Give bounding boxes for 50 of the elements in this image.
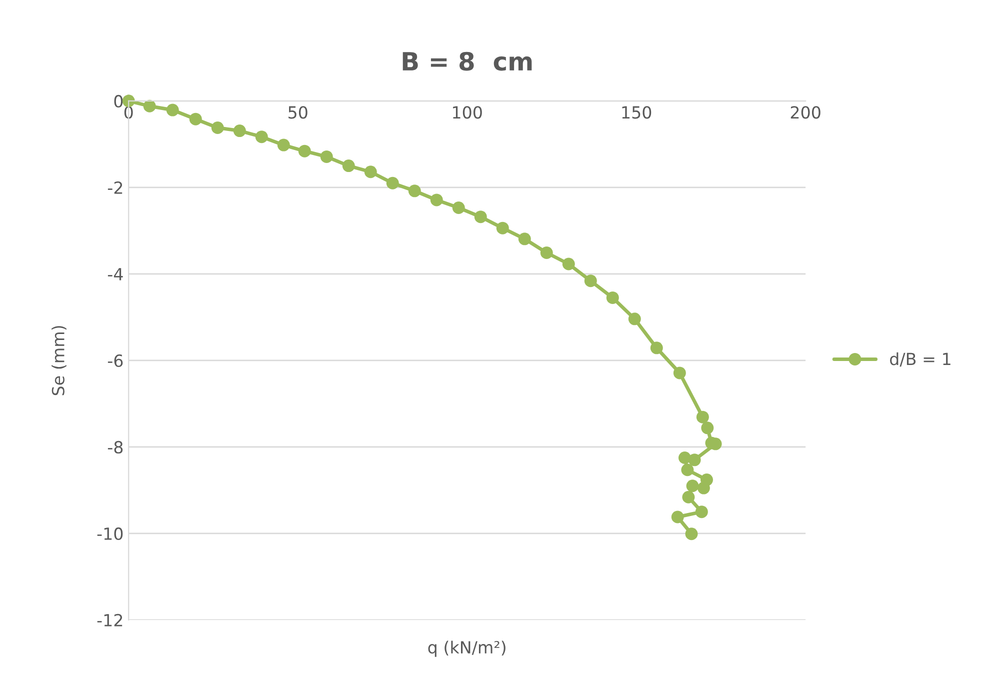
y-axis-title: Se (mm) [52, 326, 66, 396]
chart-title: B = 8 cm [402, 52, 532, 71]
point [686, 480, 699, 492]
point [671, 510, 684, 524]
point [701, 422, 714, 434]
point [452, 202, 465, 214]
point [682, 490, 695, 504]
x-tick-label: 150 [622, 106, 652, 119]
point [189, 112, 202, 126]
point [211, 122, 224, 134]
point [386, 176, 399, 190]
point [628, 312, 641, 326]
x-tick-label: 200 [790, 106, 820, 119]
point [678, 452, 691, 464]
point [430, 194, 443, 206]
point [408, 184, 421, 198]
point [166, 104, 179, 116]
point [606, 291, 619, 304]
point [681, 464, 694, 476]
x-tick-label: 50 [288, 106, 308, 119]
y-tick-label: -12 [97, 614, 122, 626]
x-axis-title: q (kN/m²) [428, 640, 506, 657]
point [364, 166, 377, 178]
point [342, 160, 355, 172]
y-tick-label: 0 [114, 94, 123, 108]
point [277, 138, 290, 152]
point [562, 258, 575, 270]
y-tick-label: -6 [108, 354, 123, 368]
point [697, 482, 710, 494]
point [650, 342, 663, 354]
point [320, 150, 333, 163]
y-tick-label: -2 [108, 181, 122, 194]
point [255, 130, 268, 144]
point [685, 528, 698, 540]
point [696, 410, 709, 424]
point [673, 366, 686, 380]
point [518, 232, 531, 246]
x-tick-label: 100 [453, 106, 482, 119]
point [496, 222, 509, 234]
y-tick-label: -10 [97, 527, 123, 540]
point [143, 100, 156, 112]
point [540, 246, 553, 259]
point [584, 274, 597, 288]
point [233, 124, 246, 138]
point [695, 506, 708, 518]
y-tick-label: -4 [108, 268, 123, 280]
point [474, 210, 487, 224]
y-tick-label: -8 [108, 440, 123, 454]
point [298, 144, 311, 158]
legend-label: d/B = 1 [890, 352, 950, 367]
